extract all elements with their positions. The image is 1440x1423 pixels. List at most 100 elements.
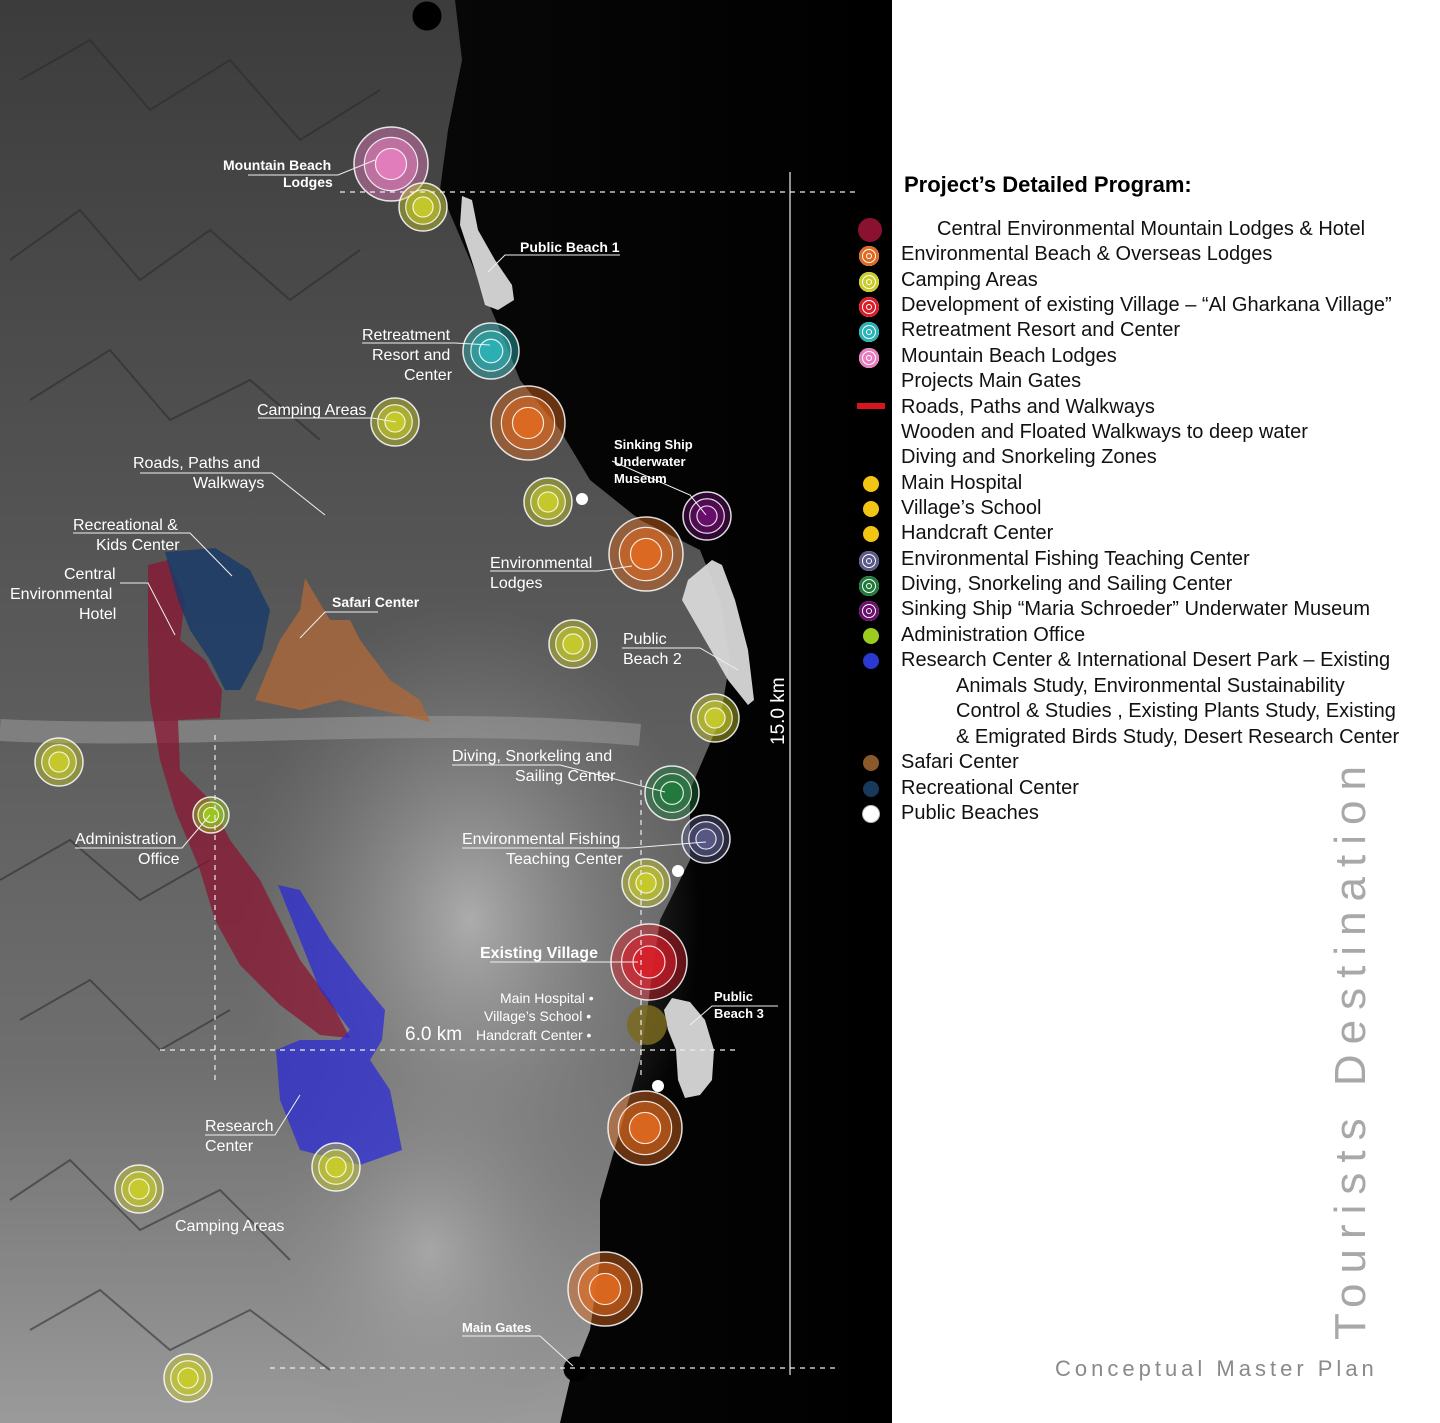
concentric-circle-icon [859,322,879,342]
label-administration-1: Administration [75,831,176,848]
legend-item: Village’s School [863,497,1440,522]
legend-item-label: Central Environmental Mountain Lodges & … [937,218,1366,240]
safari-center-zone [255,578,430,722]
label-env-lodges-2: Lodges [490,575,543,592]
legend-item: Development of existing Village – “Al Gh… [859,294,1440,319]
ring-icon [862,373,879,390]
sinking-ship-museum-marker [682,491,732,541]
wadi [0,715,641,746]
existing-village-marker [610,923,688,1001]
label-central-hotel-1: Central [64,566,116,583]
central-environmental-hotel-zone [148,560,350,1038]
label-recreational-2: Kids Center [96,537,180,554]
mountain-texture [0,38,381,1371]
label-sinking-ship-1: Sinking Ship [614,437,693,452]
label-central-hotel-2: Environmental [10,586,112,603]
fishing-teaching-center-marker [681,814,731,864]
legend-item: Recreational Center [863,777,1440,802]
legend-item-label: Diving and Snorkeling Zones [901,446,1157,468]
legend-item: Main Hospital [863,472,1440,497]
concentric-circle-icon [859,551,879,571]
legend-item: Camping Areas [859,269,1440,294]
dot-icon [863,476,879,492]
dot-icon [863,501,879,517]
camping-area-marker [690,693,740,743]
dot-icon [863,653,879,669]
legend-item-label: Projects Main Gates [901,370,1082,392]
legend-item-label: Recreational Center [901,777,1079,799]
legend-item-label: Development of existing Village – “Al Gh… [901,294,1392,316]
filled-circle-icon [858,218,882,242]
label-fishing-1: Environmental Fishing [462,831,620,848]
label-mountain-beach-lodges-2: Lodges [283,174,333,190]
concentric-circle-icon [859,297,879,317]
legend-item-label: Environmental Beach & Overseas Lodges [901,243,1273,265]
recreational-center-zone [165,548,270,690]
beach-lodge-marker [608,516,684,592]
legend-title: Project’s Detailed Program: [904,172,1192,197]
dot-icon [863,806,879,822]
dot-icon [863,526,879,542]
label-retreatment-1: Retreatment [362,327,451,344]
length-dimension-label: 15.0 km [768,677,789,745]
label-roads-1: Roads, Paths and [133,455,260,472]
legend-research-continuation: Control & Studies , Existing Plants Stud… [956,700,1396,722]
concentric-circle-icon [859,576,879,596]
legend-item: Wooden and Floated Walkways to deep wate… [892,421,1440,446]
legend-item-label: Retreatment Resort and Center [901,319,1181,341]
camping-area-marker [311,1142,361,1192]
legend-panel: Project’s Detailed Program: Central Envi… [857,0,1440,1423]
legend-item: Projects Main Gates [862,370,1440,395]
label-public-beach-3-2: Beach 3 [714,1006,764,1021]
concentric-circle-icon [859,348,879,368]
legend-item: Safari Center [863,751,1440,776]
dot-icon [863,628,879,644]
label-handcraft-center: Handcraft Center • [476,1027,591,1043]
label-camping-areas-2: Camping Areas [175,1218,284,1235]
camping-area-marker [163,1353,213,1403]
leader-lines [73,159,778,1367]
dot-icon [863,781,879,797]
legend-item: Sinking Ship “Maria Schroeder” Underwate… [859,598,1440,623]
camping-area-marker [114,1164,164,1214]
master-plan-map: 15.0 km 6.0 km Mountain Beach Lodges Pub… [0,0,892,1423]
label-administration-2: Office [138,851,180,868]
legend-item-label: Camping Areas [901,269,1038,291]
camping-area-marker [398,182,448,232]
site-markers [34,1,740,1403]
diving-center-marker [644,765,700,821]
legend-item: Environmental Beach & Overseas Lodges [859,243,1440,268]
legend-item-label: Environmental Fishing Teaching Center [901,548,1250,570]
legend-item: Retreatment Resort and Center [859,319,1440,344]
label-research-1: Research [205,1118,273,1135]
map-labels: Mountain Beach Lodges Public Beach 1 Ret… [10,157,764,1335]
legend-research-continuation: & Emigrated Birds Study, Desert Research… [956,726,1400,748]
label-existing-village: Existing Village [480,945,598,962]
legend-item-label: Diving, Snorkeling and Sailing Center [901,573,1233,595]
legend-item: Environmental Fishing Teaching Center [859,548,1440,573]
public-beach-1-zone [460,196,514,310]
legend-item-label: Sinking Ship “Maria Schroeder” Underwate… [901,598,1371,620]
label-fishing-2: Teaching Center [506,851,623,868]
retreatment-resort-marker [462,322,520,380]
public-beach-3-zone [664,998,714,1098]
label-public-beach-2-2: Beach 2 [623,651,682,668]
legend-item-label: Administration Office [901,624,1086,646]
legend-item-label: Safari Center [901,751,1019,773]
dimension-guides [160,191,855,1369]
label-villages-school: Village’s School • [484,1008,591,1024]
beach-lodge-marker [490,385,566,461]
administration-office-marker [192,796,230,834]
mountain-beach-lodge-marker [353,126,429,202]
legend-item: Mountain Beach Lodges [859,345,1440,370]
legend-item: Diving, Snorkeling and Sailing Center [859,573,1440,598]
dot-icon [863,755,879,771]
legend-item-label: Main Hospital [901,472,1023,494]
legend-item-label: Public Beaches [901,802,1039,824]
legend-research-continuation: Animals Study, Environmental Sustainabil… [956,675,1345,697]
camping-area-marker [34,737,84,787]
public-beach-dot [576,493,588,505]
label-public-beach-2-1: Public [623,631,667,648]
concentric-circle-icon [859,272,879,292]
label-research-2: Center [205,1138,254,1155]
